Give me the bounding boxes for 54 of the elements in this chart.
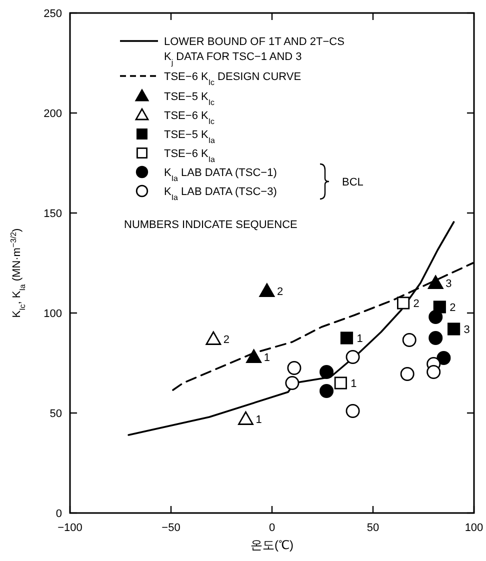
point <box>428 310 443 324</box>
x-tick-label: −50 <box>162 522 180 534</box>
point <box>320 365 334 379</box>
point <box>428 331 443 345</box>
annotation: 2 <box>413 298 420 310</box>
x-tick-label: −100 <box>58 522 82 534</box>
point <box>402 333 416 347</box>
legend-label: TSE−6 K$_{Ic}$ DESIGN CURVE <box>164 71 302 86</box>
point <box>334 376 347 390</box>
point <box>426 365 441 379</box>
annotation: NUMBERS INDICATE SEQUENCE <box>124 219 298 231</box>
legend-label: LOWER BOUND OF 1T AND 2T−CS K$_{j}$ DATA FOR TSC−1 AND 3 <box>164 36 344 66</box>
point <box>320 384 334 398</box>
legend-label: K$_{Ia}$ LAB DATA (TSC−3) <box>164 186 277 202</box>
point <box>206 331 222 345</box>
x-tick-label: 0 <box>268 522 276 534</box>
annotation: 2 <box>450 302 456 314</box>
point <box>433 300 446 314</box>
point <box>346 404 360 418</box>
point <box>397 296 410 310</box>
y-tick-label: 100 <box>44 308 62 320</box>
y-tick-label: 250 <box>44 8 62 20</box>
y-tick-label: 50 <box>50 408 62 420</box>
point <box>246 349 262 363</box>
x-axis-title: 온도(℃) <box>250 538 294 552</box>
annotation: 1 <box>356 333 363 345</box>
point <box>259 283 275 297</box>
y-tick-label: 200 <box>44 108 62 120</box>
legend-label: TSE−5 K$_{Ia}$ <box>164 129 216 144</box>
annotation: 1 <box>256 414 262 426</box>
annotation: 3 <box>446 278 452 290</box>
annotation: BCL <box>342 176 364 188</box>
legend-label: K$_{Ia}$ LAB DATA (TSC−1) <box>164 167 277 182</box>
y-tick-label: 150 <box>44 208 62 220</box>
annotation: 2 <box>276 286 284 298</box>
point <box>287 361 302 375</box>
point <box>400 367 414 381</box>
point <box>238 411 254 425</box>
legend-label: TSE−6 K$_{Ic}$ <box>164 110 215 126</box>
point <box>285 376 300 390</box>
annotation: 2 <box>223 334 230 346</box>
legend-label: TSE−5 K$_{Ic}$ <box>164 91 215 106</box>
legend-label: TSE−6 K$_{Ia}$ <box>164 148 216 164</box>
annotation: 1 <box>350 378 357 390</box>
point <box>436 351 451 365</box>
annotation: 1 <box>264 352 270 364</box>
point <box>448 322 460 336</box>
point <box>346 350 360 364</box>
point <box>428 275 444 289</box>
x-tick-label: 100 <box>464 522 484 534</box>
annotation: 3 <box>464 324 470 336</box>
y-tick-label: 0 <box>56 508 62 520</box>
point <box>340 332 354 344</box>
x-tick-label: 50 <box>366 522 380 534</box>
